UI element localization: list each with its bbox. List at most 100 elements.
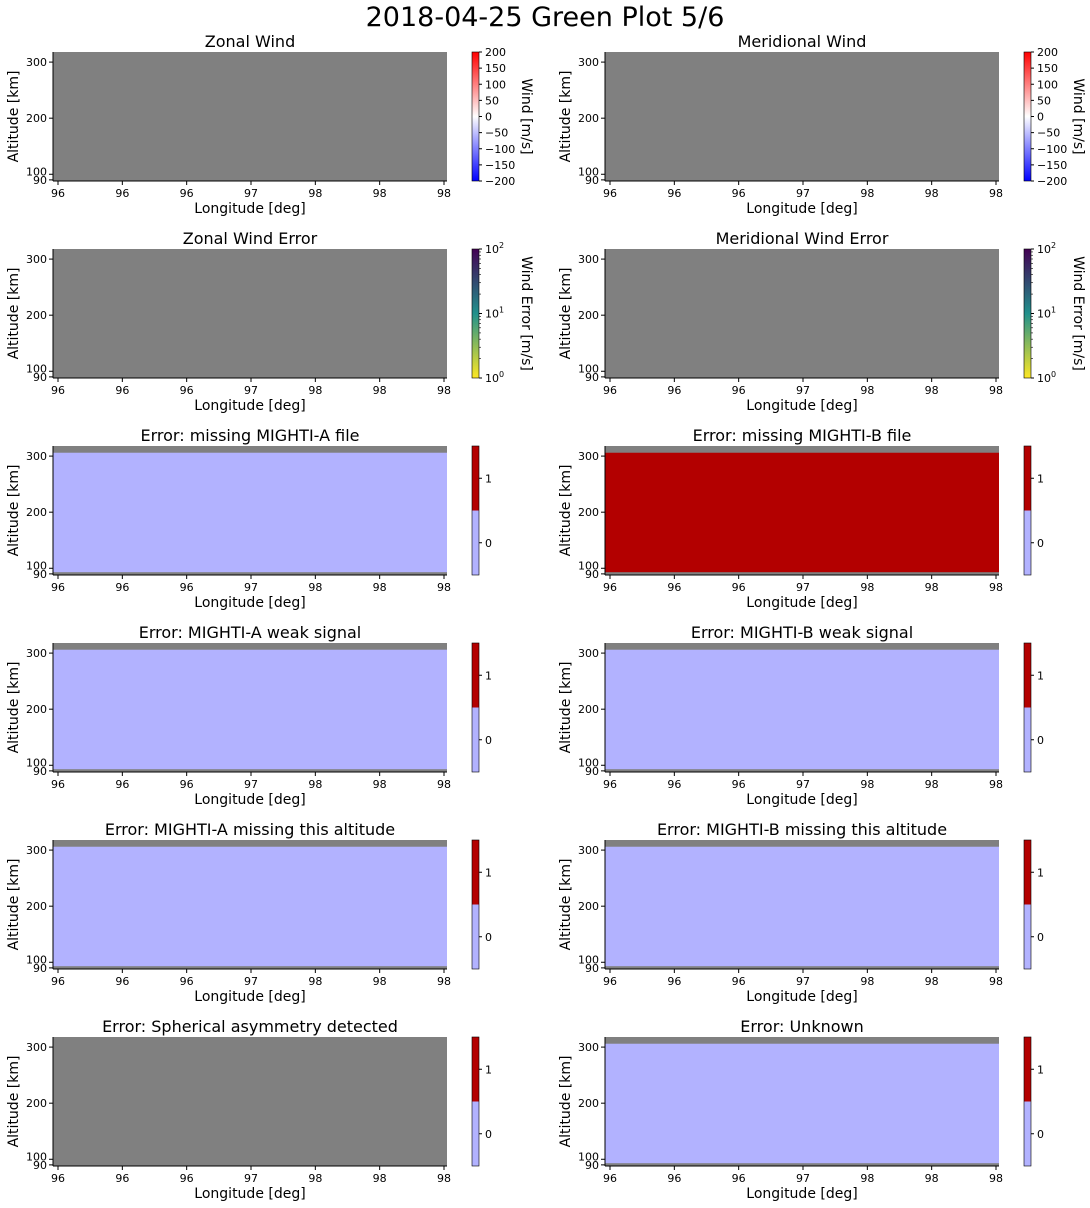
x-tick-label: 98 bbox=[373, 187, 387, 200]
x-tick-label: 98 bbox=[308, 1172, 322, 1185]
y-tick-label: 300 bbox=[26, 647, 47, 660]
x-tick-label: 98 bbox=[925, 384, 939, 397]
chart-title: Error: missing MIGHTI-A file bbox=[141, 426, 360, 445]
chart-svg: Error: MIGHTI-B missing this altitude901… bbox=[558, 820, 1044, 1005]
flag-region bbox=[605, 846, 999, 967]
colorbar-bin-one bbox=[1024, 643, 1031, 708]
x-axis-label: Longitude [deg] bbox=[194, 989, 305, 1005]
y-axis-label: Altitude [km] bbox=[558, 859, 574, 951]
colorbar bbox=[1023, 51, 1032, 182]
chart-panel: Error: MIGHTI-B missing this altitude 90 1… bbox=[552, 788, 1090, 1005]
chart-panel: Zonal Wind 90 100 200 300 96 96 96 97 98 98 98 Longi… bbox=[0, 0, 545, 217]
colorbar bbox=[1023, 248, 1032, 379]
y-tick-label: 100 bbox=[26, 953, 47, 966]
x-tick-label: 97 bbox=[244, 778, 258, 791]
x-tick-label: 98 bbox=[860, 581, 874, 594]
colorbar-tick-exponent: 2 bbox=[1051, 241, 1056, 250]
x-tick-label: 96 bbox=[667, 581, 681, 594]
x-tick-label: 98 bbox=[373, 581, 387, 594]
colorbar-tick-label: 0 bbox=[1037, 111, 1044, 124]
x-tick-label: 98 bbox=[860, 187, 874, 200]
y-tick-label: 90 bbox=[33, 568, 47, 581]
x-tick-label: 98 bbox=[373, 1172, 387, 1185]
y-axis-label: Altitude [km] bbox=[6, 268, 22, 360]
chart-title: Error: Spherical asymmetry detected bbox=[102, 1017, 398, 1036]
colorbar-tick-label: −100 bbox=[1037, 143, 1067, 156]
colorbar-label: Wind [m/s] bbox=[518, 78, 534, 154]
colorbar-bin-zero bbox=[1024, 1101, 1031, 1166]
y-tick-label: 90 bbox=[33, 371, 47, 384]
colorbar-bin-zero bbox=[472, 1101, 479, 1166]
chart-svg: Error: MIGHTI-A missing this altitude901… bbox=[6, 820, 492, 1005]
x-tick-label: 97 bbox=[796, 778, 810, 791]
x-axis-label: Longitude [deg] bbox=[746, 1186, 857, 1202]
x-tick-label: 96 bbox=[51, 581, 65, 594]
colorbar-tick-label: 101 bbox=[485, 306, 504, 321]
plot-area bbox=[53, 52, 447, 181]
x-tick-label: 97 bbox=[796, 581, 810, 594]
chart-panel: Meridional Wind 90 100 200 300 96 96 96 97 98 98 98… bbox=[552, 0, 1090, 217]
colorbar-label: Wind Error [m/s] bbox=[518, 256, 534, 371]
chart-title: Error: Unknown bbox=[740, 1017, 863, 1036]
colorbar-tick-label: 100 bbox=[485, 78, 506, 91]
x-tick-label: 98 bbox=[373, 975, 387, 988]
x-axis-label: Longitude [deg] bbox=[194, 398, 305, 414]
colorbar-tick-exponent: 0 bbox=[499, 370, 504, 379]
x-tick-label: 96 bbox=[180, 384, 194, 397]
colorbar-bin-one bbox=[1024, 446, 1031, 511]
x-tick-label: 98 bbox=[308, 581, 322, 594]
chart-title: Meridional Wind bbox=[738, 32, 867, 51]
y-axis-label: Altitude [km] bbox=[6, 662, 22, 754]
y-tick-label: 200 bbox=[26, 703, 47, 716]
x-tick-label: 96 bbox=[180, 1172, 194, 1185]
colorbar-label: Wind [m/s] bbox=[1070, 78, 1086, 154]
y-tick-label: 90 bbox=[585, 371, 599, 384]
colorbar-bin-one bbox=[1024, 840, 1031, 905]
x-tick-label: 96 bbox=[51, 778, 65, 791]
colorbar-tick-label: 0 bbox=[1037, 734, 1044, 747]
colorbar-tick-label: 0 bbox=[485, 537, 492, 550]
colorbar-bin-zero bbox=[472, 707, 479, 772]
colorbar-tick-label: 101 bbox=[1037, 306, 1056, 321]
x-tick-label: 96 bbox=[51, 975, 65, 988]
x-tick-label: 97 bbox=[244, 975, 258, 988]
y-tick-label: 90 bbox=[585, 174, 599, 187]
x-tick-label: 98 bbox=[860, 384, 874, 397]
x-tick-label: 96 bbox=[180, 187, 194, 200]
x-tick-label: 97 bbox=[796, 384, 810, 397]
colorbar-tick-label: 150 bbox=[485, 62, 506, 75]
x-axis-label: Longitude [deg] bbox=[194, 792, 305, 808]
y-axis-label: Altitude [km] bbox=[6, 71, 22, 163]
colorbar-tick-label: 50 bbox=[1037, 94, 1051, 107]
plot-area bbox=[53, 249, 447, 378]
chart-title: Error: missing MIGHTI-B file bbox=[693, 426, 912, 445]
y-tick-label: 90 bbox=[585, 568, 599, 581]
colorbar-tick-label: 50 bbox=[485, 94, 499, 107]
y-tick-label: 300 bbox=[26, 56, 47, 69]
x-tick-label: 98 bbox=[989, 975, 1003, 988]
colorbar-tick-label: 1 bbox=[1037, 866, 1044, 879]
y-axis-label: Altitude [km] bbox=[558, 465, 574, 557]
x-tick-label: 98 bbox=[925, 187, 939, 200]
colorbar-tick-label: 200 bbox=[485, 46, 506, 59]
flag-region bbox=[53, 452, 447, 573]
colorbar bbox=[471, 51, 480, 182]
colorbar bbox=[471, 642, 480, 773]
flag-region bbox=[605, 452, 999, 573]
y-tick-label: 200 bbox=[578, 506, 599, 519]
y-tick-label: 200 bbox=[578, 900, 599, 913]
x-tick-label: 96 bbox=[180, 778, 194, 791]
x-tick-label: 96 bbox=[667, 384, 681, 397]
colorbar-tick-label: −200 bbox=[485, 175, 515, 188]
colorbar-tick-label: 0 bbox=[1037, 1128, 1044, 1141]
colorbar-tick-label: −150 bbox=[1037, 159, 1067, 172]
plot-area bbox=[53, 1037, 447, 1166]
x-tick-label: 97 bbox=[244, 581, 258, 594]
colorbar-tick-label: 1 bbox=[485, 669, 492, 682]
chart-title: Error: MIGHTI-A weak signal bbox=[139, 623, 362, 642]
colorbar-tick-label: 200 bbox=[1037, 46, 1058, 59]
y-tick-label: 300 bbox=[26, 450, 47, 463]
y-axis-label: Altitude [km] bbox=[558, 268, 574, 360]
